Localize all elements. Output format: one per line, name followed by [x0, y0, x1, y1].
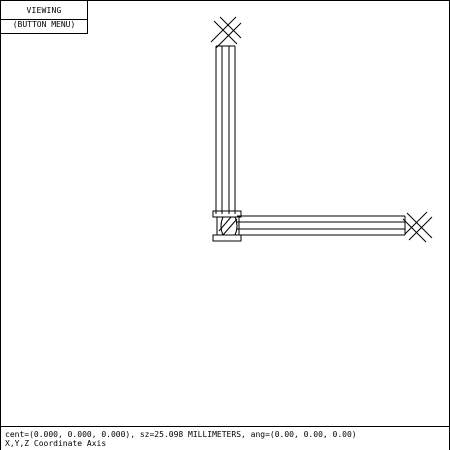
button-menu-button[interactable]: (BUTTON MENU) — [12, 20, 76, 29]
origin-joint — [212, 210, 242, 242]
menu-title: VIEWING — [26, 6, 62, 15]
vertical-axis-rod — [215, 45, 236, 214]
status-bar: cent=(0.000, 0.000, 0.000), sz=25.098 MI… — [1, 426, 449, 450]
x-cross-icon — [210, 16, 242, 49]
view-parameters-text: cent=(0.000, 0.000, 0.000), sz=25.098 MI… — [5, 430, 357, 439]
x-cross-icon — [402, 211, 433, 243]
horizontal-axis-rod — [237, 215, 406, 236]
button-menu-panel[interactable]: VIEWING (BUTTON MENU) — [1, 1, 88, 34]
graphics-viewport[interactable] — [1, 1, 449, 426]
menu-divider — [1, 19, 87, 20]
object-name-text: X,Y,Z Coordinate Axis — [5, 439, 107, 448]
